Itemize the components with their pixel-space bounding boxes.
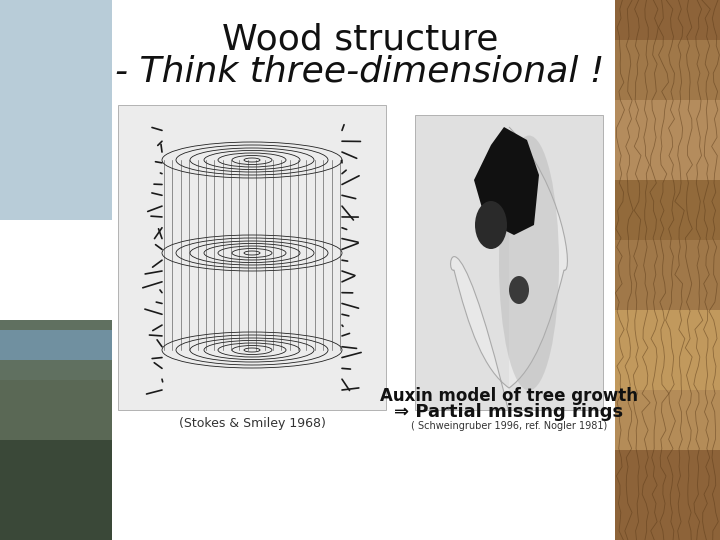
Bar <box>0 440 112 540</box>
Text: ( Schweingruber 1996, ref. Nogler 1981): ( Schweingruber 1996, ref. Nogler 1981) <box>411 421 607 431</box>
PathPatch shape <box>451 127 567 388</box>
Bar <box>615 100 720 180</box>
Bar <box>415 115 603 410</box>
Bar <box>0 330 112 360</box>
Bar <box>0 380 112 440</box>
Bar <box>615 450 720 540</box>
Bar <box>615 0 720 540</box>
Bar <box>615 240 720 310</box>
Bar <box>615 40 720 100</box>
Bar <box>0 460 112 510</box>
Bar <box>118 105 386 410</box>
Text: Wood structure: Wood structure <box>222 23 498 57</box>
Polygon shape <box>0 360 70 420</box>
Bar <box>615 180 720 240</box>
Ellipse shape <box>509 276 529 304</box>
Bar <box>0 320 112 400</box>
Text: (Stokes & Smiley 1968): (Stokes & Smiley 1968) <box>179 417 325 430</box>
Bar <box>112 0 615 540</box>
Bar <box>0 0 112 220</box>
Text: ⇒ Partial missing rings: ⇒ Partial missing rings <box>395 403 624 421</box>
Ellipse shape <box>499 136 559 390</box>
Bar <box>615 0 720 40</box>
Polygon shape <box>0 350 112 430</box>
Bar <box>615 310 720 390</box>
Text: Auxin model of tree growth: Auxin model of tree growth <box>380 387 638 405</box>
Text: - Think three-dimensional !: - Think three-dimensional ! <box>115 55 605 89</box>
Ellipse shape <box>475 201 507 249</box>
Bar <box>615 390 720 450</box>
Polygon shape <box>474 127 539 235</box>
Bar <box>0 400 112 460</box>
